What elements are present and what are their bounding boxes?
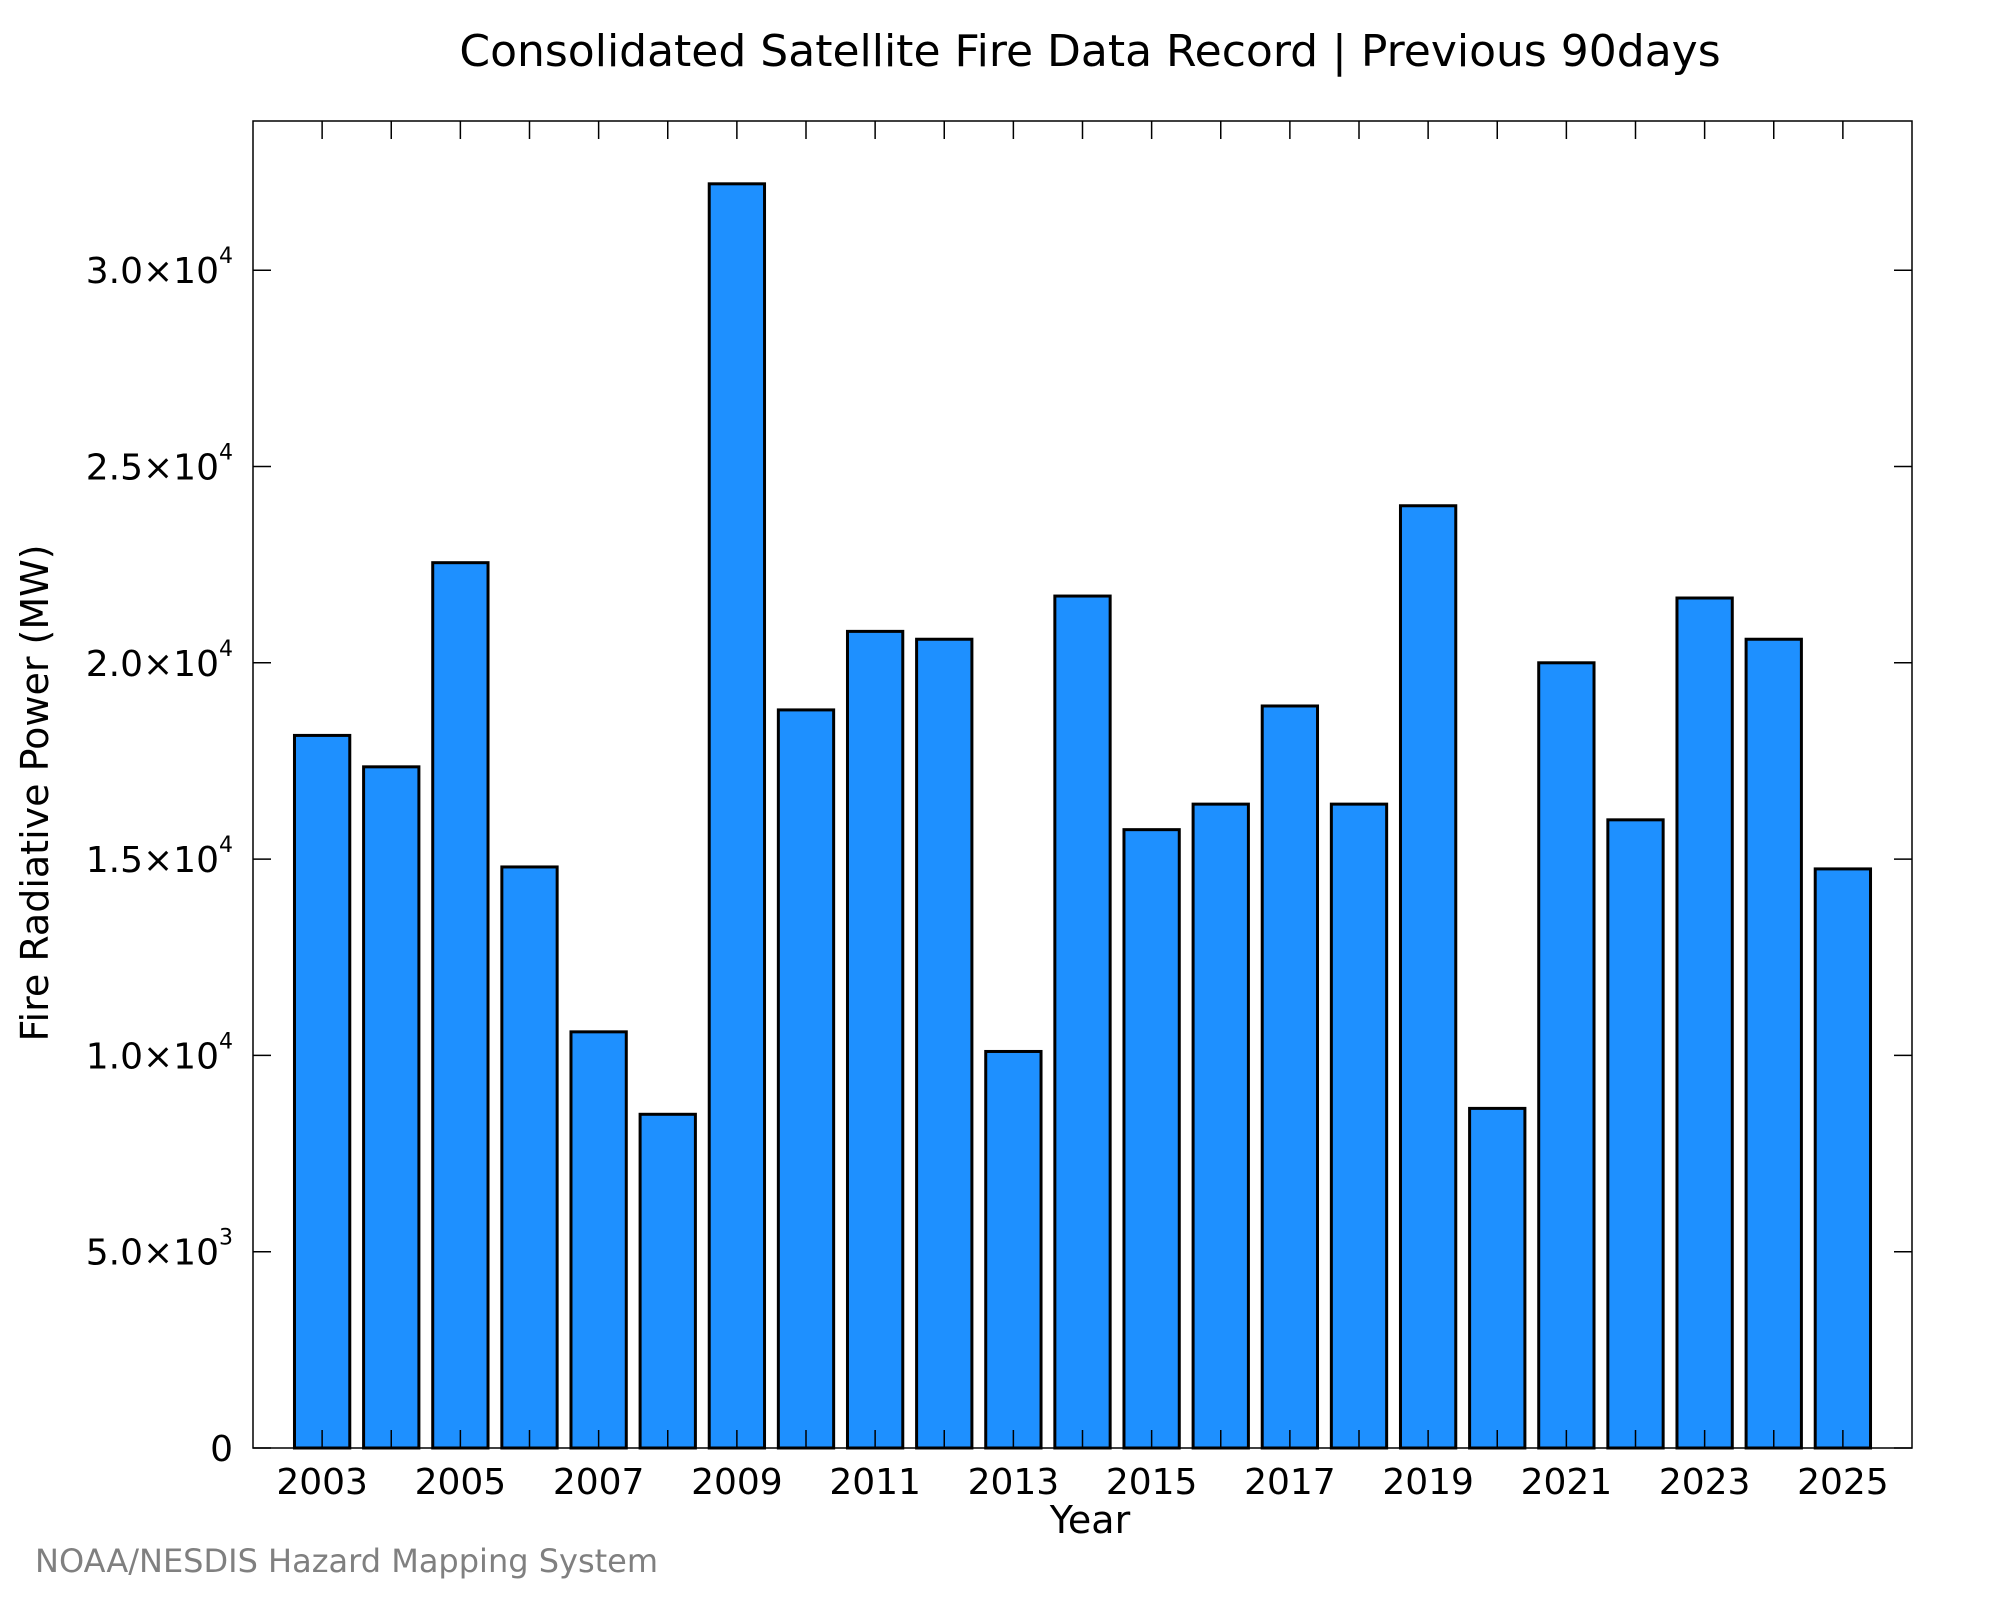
- x-tick-label: 2003: [276, 1462, 368, 1503]
- y-tick-label: 2.0×104: [86, 637, 233, 685]
- bar-2021: [1537, 661, 1596, 1450]
- plot-area: 2003 2005 2007 2009 2011 2013 2015 2017 2019 2021…: [86, 120, 1913, 1503]
- bar-2015: [1122, 828, 1181, 1450]
- bar-2007: [569, 1030, 628, 1450]
- x-tick-label: 2015: [1106, 1462, 1198, 1503]
- bar-2020: [1468, 1106, 1527, 1450]
- y-tick-label: 3.0×104: [86, 244, 233, 292]
- x-tick-label: 2007: [553, 1462, 645, 1503]
- x-tick-label: 2019: [1382, 1462, 1474, 1503]
- bar-2022: [1606, 818, 1665, 1450]
- bar-2003: [292, 733, 352, 1450]
- bar-2024: [1744, 637, 1803, 1450]
- bar-2016: [1191, 802, 1250, 1450]
- y-tick-label: 2.5×104: [86, 440, 233, 488]
- x-tick-label: 2017: [1244, 1462, 1336, 1503]
- bar-2014: [1053, 594, 1112, 1450]
- y-tick-label: 5.0×103: [86, 1226, 233, 1274]
- bar-2011: [845, 629, 905, 1450]
- bar-2012: [915, 637, 974, 1450]
- chart-title: Consolidated Satellite Fire Data Record …: [459, 26, 1720, 77]
- bar-2006: [500, 865, 559, 1450]
- bar-2023: [1675, 596, 1734, 1450]
- bar-2018: [1329, 802, 1389, 1450]
- x-tick-label: 2021: [1521, 1462, 1613, 1503]
- y-tick-label: 1.5×104: [86, 833, 233, 881]
- x-tick-label: 2023: [1659, 1462, 1751, 1503]
- bar-2010: [776, 708, 836, 1450]
- x-tick-label: 2011: [829, 1462, 921, 1503]
- x-tick-label: 2009: [691, 1462, 783, 1503]
- y-axis-label: Fire Radiative Power (MW): [13, 544, 57, 1041]
- credit-text: NOAA/NESDIS Hazard Mapping System: [35, 1542, 658, 1580]
- x-tick-label: 2025: [1797, 1462, 1889, 1503]
- bar-2025: [1813, 867, 1873, 1450]
- bar-2004: [362, 765, 421, 1450]
- bar-2005: [431, 561, 490, 1450]
- bar-2017: [1260, 704, 1320, 1450]
- x-tick-label: 2005: [415, 1462, 507, 1503]
- bar-2019: [1398, 504, 1458, 1450]
- bar-2013: [984, 1049, 1043, 1450]
- bar-2009: [707, 182, 767, 1450]
- bar-2008: [638, 1112, 697, 1450]
- x-axis-label: Year: [1049, 1498, 1131, 1542]
- x-tick-label: 2013: [968, 1462, 1060, 1503]
- y-tick-label: 1.0×104: [86, 1029, 233, 1077]
- y-tick-label: 0: [210, 1429, 233, 1470]
